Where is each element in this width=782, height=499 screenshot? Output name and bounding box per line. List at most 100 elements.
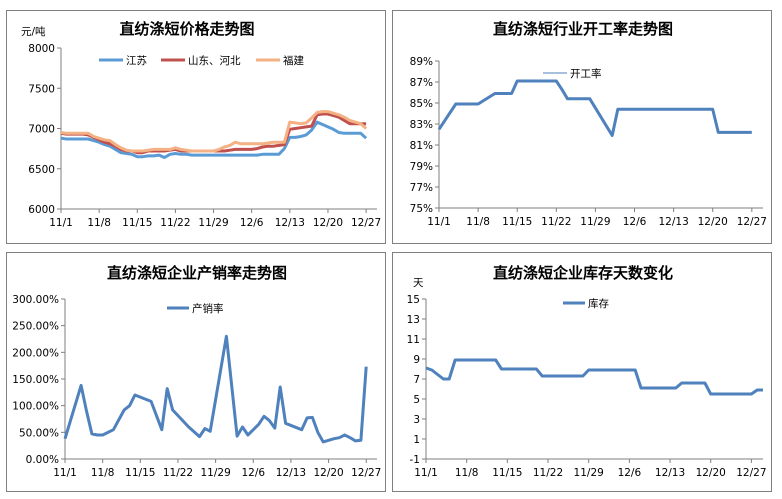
data-point bbox=[294, 136, 297, 139]
data-point bbox=[430, 369, 433, 372]
x-tick-label: 12/13 bbox=[655, 467, 685, 479]
data-point bbox=[81, 132, 84, 135]
data-point bbox=[114, 143, 117, 146]
data-point bbox=[103, 138, 106, 141]
data-point bbox=[267, 153, 270, 156]
data-point bbox=[493, 92, 496, 95]
data-point bbox=[448, 378, 451, 381]
x-tick-label: 11/29 bbox=[574, 467, 604, 479]
data-point bbox=[359, 439, 362, 442]
data-point bbox=[133, 394, 136, 397]
data-point bbox=[81, 137, 84, 140]
data-point bbox=[228, 144, 231, 147]
data-point bbox=[179, 153, 182, 156]
data-point bbox=[454, 359, 457, 362]
data-point bbox=[234, 141, 237, 144]
data-point bbox=[588, 97, 591, 100]
y-tick-label: 0.00% bbox=[26, 454, 59, 466]
x-tick-label: 11/8 bbox=[87, 217, 111, 229]
x-tick-label: 11/22 bbox=[533, 467, 563, 479]
y-tick-label: 13 bbox=[407, 314, 420, 326]
y-tick-label: 250.00% bbox=[12, 321, 59, 333]
data-point bbox=[152, 148, 155, 151]
x-tick-label: 11/8 bbox=[455, 467, 479, 479]
data-point bbox=[196, 154, 199, 157]
y-tick-label: 6000 bbox=[28, 204, 55, 216]
data-point bbox=[288, 121, 291, 124]
data-point bbox=[87, 137, 90, 140]
data-point bbox=[717, 131, 720, 134]
x-tick-label: 12/27 bbox=[736, 467, 766, 479]
data-point bbox=[109, 139, 112, 142]
data-point bbox=[750, 131, 753, 134]
data-point bbox=[239, 154, 242, 157]
data-point bbox=[277, 144, 280, 147]
x-tick-label: 11/15 bbox=[502, 216, 532, 228]
y-tick-label: 15 bbox=[407, 294, 420, 306]
data-point bbox=[332, 128, 335, 131]
data-point bbox=[168, 153, 171, 156]
data-point bbox=[65, 132, 68, 135]
x-tick-label: 12/27 bbox=[351, 467, 381, 479]
y-tick-label: 77% bbox=[410, 182, 433, 194]
data-point bbox=[163, 156, 166, 159]
series-line-0 bbox=[60, 120, 368, 159]
data-point bbox=[76, 132, 79, 135]
data-point bbox=[365, 122, 368, 125]
data-point bbox=[152, 154, 155, 157]
utilization-series bbox=[437, 79, 753, 137]
salesrate-series bbox=[63, 334, 368, 444]
data-point bbox=[263, 415, 266, 418]
data-point bbox=[337, 131, 340, 134]
data-point bbox=[305, 133, 308, 136]
data-point bbox=[438, 128, 441, 131]
data-point bbox=[256, 154, 259, 157]
data-point bbox=[273, 427, 276, 430]
x-tick-label: 11/8 bbox=[91, 467, 115, 479]
data-point bbox=[272, 145, 275, 148]
data-point bbox=[85, 410, 88, 413]
x-tick-label: 11/1 bbox=[414, 467, 438, 479]
data-point bbox=[223, 150, 226, 153]
data-point bbox=[510, 92, 513, 95]
data-point bbox=[310, 125, 313, 128]
y-tick-label: 85% bbox=[410, 98, 433, 110]
data-point bbox=[201, 154, 204, 157]
inventory-chart-panel: 直纺涤短企业库存天数变化 天 -1 1 3 5 7 9 11 13 15 11/1 11/8 11/1… bbox=[392, 252, 772, 492]
x-tick-label: 11/29 bbox=[198, 217, 228, 229]
data-point bbox=[136, 155, 139, 158]
data-point bbox=[299, 122, 302, 125]
data-point bbox=[332, 437, 335, 440]
data-point bbox=[365, 137, 368, 140]
x-tick-label: 12/6 bbox=[623, 216, 647, 228]
salesrate-chart: 直纺涤短企业产销率走势图 0.00% 50.00% 100.00% 150.00% 20… bbox=[12, 264, 381, 479]
data-point bbox=[209, 430, 212, 433]
data-point bbox=[174, 146, 177, 149]
data-point bbox=[349, 436, 352, 439]
data-point bbox=[207, 150, 210, 153]
data-point bbox=[171, 408, 174, 411]
data-point bbox=[239, 142, 242, 145]
chart-title: 直纺涤短企业库存天数变化 bbox=[493, 264, 673, 282]
utilization-chart: 直纺涤短行业开工率走势图 75% 77% 79% 81% 83% 85% 87% 89% 11/… bbox=[410, 20, 767, 228]
y-tick-label: 9 bbox=[413, 354, 420, 366]
inventory-legend: 库存 bbox=[563, 297, 609, 310]
utilization-axes: 75% 77% 79% 81% 83% 85% 87% 89% 11/1 11/8 11/15 11/… bbox=[410, 56, 767, 228]
data-point bbox=[267, 145, 270, 148]
data-point bbox=[123, 408, 126, 411]
y-tick-label: 50.00% bbox=[19, 427, 59, 439]
x-tick-label: 12/20 bbox=[696, 467, 726, 479]
data-point bbox=[92, 139, 95, 142]
data-point bbox=[300, 428, 303, 431]
legend-label: 江苏 bbox=[126, 54, 147, 67]
data-point bbox=[709, 393, 712, 396]
data-point bbox=[257, 423, 260, 426]
data-point bbox=[283, 141, 286, 144]
price-series bbox=[60, 110, 368, 159]
data-point bbox=[185, 153, 188, 156]
data-point bbox=[365, 127, 368, 130]
data-point bbox=[477, 103, 480, 106]
data-point bbox=[535, 368, 538, 371]
data-point bbox=[190, 154, 193, 157]
data-point bbox=[163, 148, 166, 151]
